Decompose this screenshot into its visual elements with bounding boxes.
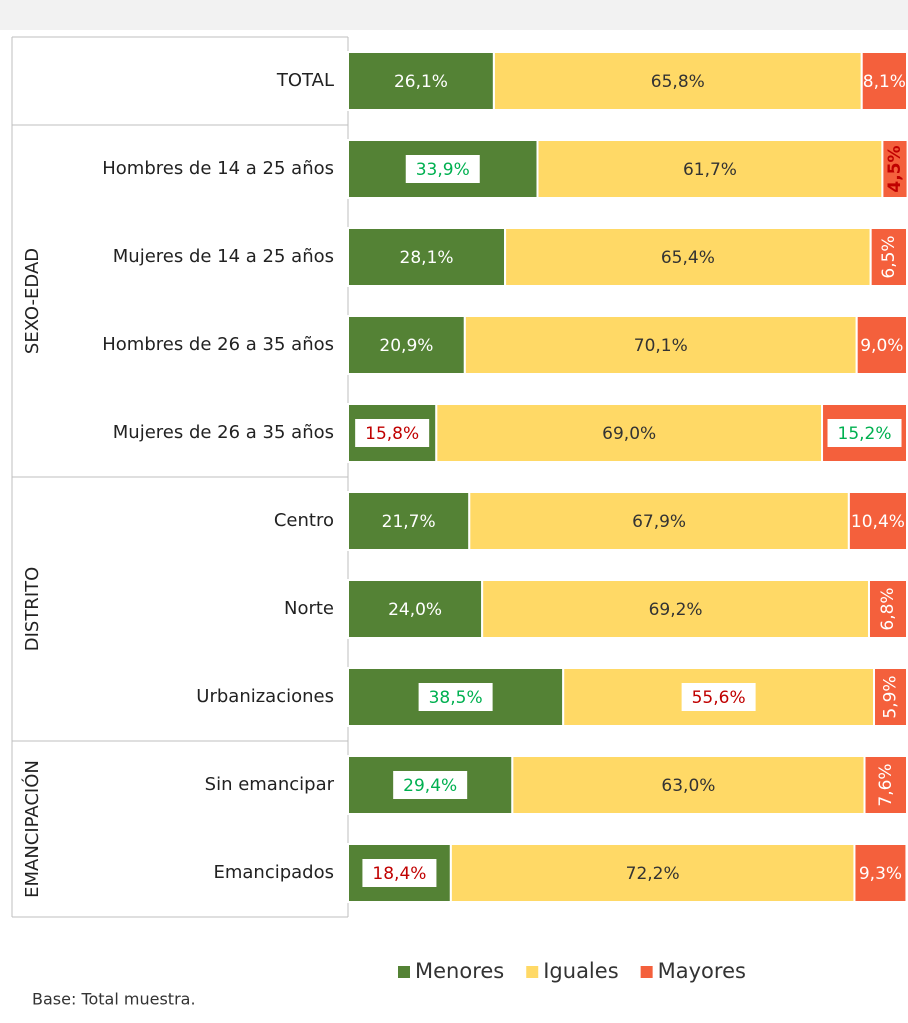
value-label: 69,2% — [649, 600, 703, 620]
value-label: 72,2% — [626, 864, 680, 884]
value-label: 20,9% — [379, 336, 433, 356]
group-label: DISTRITO — [22, 567, 43, 652]
bar-segment — [511, 755, 866, 815]
value-label: 6,5% — [879, 235, 899, 278]
group-label: SEXO-EDAD — [22, 248, 43, 354]
bar-segment — [863, 755, 908, 815]
value-label: 8,1% — [863, 72, 906, 92]
legend-swatch — [640, 966, 653, 978]
value-label: 33,9% — [416, 160, 470, 180]
bar-segment — [347, 227, 507, 287]
bar-segment — [860, 51, 908, 111]
bar-segment — [881, 139, 908, 199]
bar-segment — [492, 51, 863, 111]
value-label: 5,9% — [881, 675, 901, 718]
value-label: 15,2% — [838, 424, 892, 444]
legend-swatch — [398, 966, 410, 978]
value-label: 63,0% — [661, 776, 715, 796]
label-box — [355, 419, 430, 447]
label-box — [681, 683, 756, 711]
bar-segment — [463, 315, 858, 375]
value-label: 65,4% — [661, 248, 715, 268]
value-label: 55,6% — [692, 688, 746, 708]
value-label: 15,8% — [365, 424, 419, 444]
category-label: Urbanizaciones — [196, 686, 334, 707]
bar-segment — [481, 579, 870, 639]
bar-segment — [855, 315, 908, 375]
value-label: 6,8% — [878, 587, 898, 630]
bar-segment — [347, 315, 466, 375]
label-box — [405, 155, 480, 183]
value-label: 61,7% — [683, 160, 737, 180]
value-label: 9,0% — [860, 336, 903, 356]
category-label: Sin emancipar — [205, 774, 335, 795]
value-label: 28,1% — [400, 248, 454, 268]
value-label: 26,1% — [394, 72, 448, 92]
category-label: Hombres de 26 a 35 años — [102, 334, 334, 355]
value-label: 9,3% — [859, 864, 902, 884]
category-label: TOTAL — [276, 70, 334, 91]
value-label: 4,5% — [885, 145, 905, 192]
legend-label: Mayores — [658, 959, 746, 983]
label-box — [362, 859, 437, 887]
bar-segment — [435, 403, 824, 463]
legend-swatch — [526, 966, 539, 978]
value-label: 29,4% — [403, 776, 457, 796]
legend-label: Iguales — [543, 959, 618, 983]
group-label: EMANCIPACIÓN — [21, 760, 43, 898]
value-label: 70,1% — [634, 336, 688, 356]
label-box — [827, 419, 902, 447]
top-strip — [0, 0, 908, 30]
category-label: Mujeres de 26 a 35 años — [113, 422, 334, 443]
bar-segment — [853, 843, 908, 903]
category-label: Mujeres de 14 a 25 años — [113, 246, 334, 267]
note: Base: Total muestra. — [32, 990, 196, 1009]
value-label: 10,4% — [851, 512, 905, 532]
value-label: 24,0% — [388, 600, 442, 620]
label-box — [418, 683, 493, 711]
category-label: Hombres de 14 a 25 años — [102, 158, 334, 179]
bar-segment — [536, 139, 884, 199]
label-box — [393, 771, 468, 799]
value-label: 65,8% — [651, 72, 705, 92]
category-label: Emancipados — [213, 862, 334, 883]
legend-label: Menores — [415, 959, 504, 983]
bar-segment — [873, 667, 908, 727]
category-label: Centro — [274, 510, 334, 531]
bar-segment — [869, 227, 908, 287]
value-label: 69,0% — [602, 424, 656, 444]
bar-segment — [449, 843, 856, 903]
bar-segment — [847, 491, 908, 551]
category-label: Norte — [284, 598, 334, 619]
bar-segment — [867, 579, 908, 639]
value-label: 21,7% — [382, 512, 436, 532]
value-label: 67,9% — [632, 512, 686, 532]
value-label: 38,5% — [429, 688, 483, 708]
value-label: 18,4% — [372, 864, 426, 884]
value-label: 7,6% — [876, 763, 896, 806]
